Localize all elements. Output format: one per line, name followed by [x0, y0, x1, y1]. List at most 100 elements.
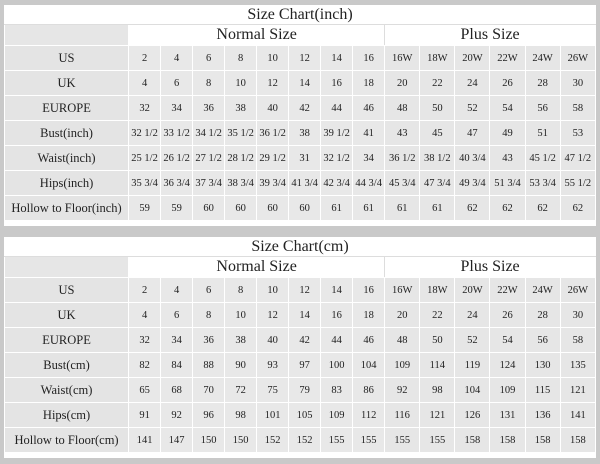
table-cell: 36 3/4	[160, 170, 194, 196]
table-cell: 39 1/2	[320, 120, 354, 146]
table-cell: 92	[160, 402, 194, 428]
table-cell: 150	[224, 427, 258, 453]
table-cell: 59	[128, 195, 162, 221]
table-cell: 38	[224, 95, 258, 121]
table-cell: 26W	[559, 277, 597, 303]
table-cell: 50	[419, 327, 456, 353]
table-cell: 61	[352, 195, 386, 221]
table-row: Bust(inch) 32 1/2 33 1/2 34 1/2 35 1/2 36 1/2…	[3, 120, 597, 146]
table-cell: 24W	[524, 45, 561, 71]
table-cell: 46	[352, 95, 386, 121]
table-cell: 12	[256, 302, 290, 328]
table-cell: 8	[192, 70, 226, 96]
table-cell: 47	[454, 120, 491, 146]
table-cell: 42	[288, 327, 322, 353]
row-label: UK	[3, 70, 130, 96]
table-cell: 109	[384, 352, 421, 378]
table-cell: 24	[454, 70, 491, 96]
row-label: Waist(cm)	[3, 377, 130, 403]
table-cell: 28 1/2	[224, 145, 258, 171]
table-cell: 155	[384, 427, 421, 453]
row-label: Bust(cm)	[3, 352, 130, 378]
table-cell: 155	[320, 427, 354, 453]
table-cell: 82	[128, 352, 162, 378]
table-cell: 47 3/4	[419, 170, 456, 196]
table-cell: 98	[419, 377, 456, 403]
table-cell: 158	[524, 427, 561, 453]
size-table: Size Chart(cm) Normal Size Plus Size US 2 4 6 8…	[3, 237, 597, 453]
table-cell: 28	[524, 70, 561, 96]
plus-size-header: Plus Size	[384, 256, 596, 278]
table-cell: 58	[559, 95, 597, 121]
table-cell: 55 1/2	[559, 170, 597, 196]
table-cell: 53	[559, 120, 597, 146]
table-cell: 100	[320, 352, 354, 378]
table-cell: 124	[489, 352, 526, 378]
chart-title: Size Chart(inch)	[4, 5, 596, 25]
table-cell: 84	[160, 352, 194, 378]
table-cell: 45	[419, 120, 456, 146]
table-cell: 152	[288, 427, 322, 453]
table-cell: 119	[454, 352, 491, 378]
table-row: UK 4 6 8 10 12 14 16 18 20 22 24 26 28 30	[3, 302, 597, 328]
table-cell: 16W	[384, 277, 421, 303]
table-cell: 152	[256, 427, 290, 453]
table-cell: 62	[559, 195, 597, 221]
table-cell: 43	[384, 120, 421, 146]
table-cell: 29 1/2	[256, 145, 290, 171]
table-cell: 105	[288, 402, 322, 428]
table-cell: 14	[320, 45, 354, 71]
table-cell: 52	[454, 327, 491, 353]
table-cell: 61	[419, 195, 456, 221]
group-header-row: Normal Size Plus Size	[3, 256, 596, 278]
table-cell: 54	[489, 327, 526, 353]
table-cell: 104	[454, 377, 491, 403]
table-cell: 34 1/2	[192, 120, 226, 146]
table-cell: 88	[192, 352, 226, 378]
table-cell: 155	[352, 427, 386, 453]
normal-size-header: Normal Size	[128, 256, 386, 278]
table-row: Hollow to Floor(inch) 59 59 60 60 60 60 61 61 61 6…	[3, 195, 597, 221]
table-cell: 10	[256, 45, 290, 71]
table-cell: 58	[559, 327, 597, 353]
table-cell: 16	[320, 302, 354, 328]
table-cell: 16	[352, 45, 386, 71]
table-cell: 10	[224, 302, 258, 328]
row-label: EUROPE	[3, 327, 130, 353]
group-header-row: Normal Size Plus Size	[3, 24, 596, 46]
table-cell: 158	[559, 427, 597, 453]
table-cell: 38	[224, 327, 258, 353]
table-cell: 121	[559, 377, 597, 403]
table-cell: 101	[256, 402, 290, 428]
table-cell: 147	[160, 427, 194, 453]
table-cell: 72	[224, 377, 258, 403]
table-cell: 70	[192, 377, 226, 403]
row-label: US	[3, 45, 130, 71]
table-cell: 92	[384, 377, 421, 403]
table-cell: 34	[160, 327, 194, 353]
table-cell: 35 3/4	[128, 170, 162, 196]
table-cell: 59	[160, 195, 194, 221]
table-cell: 18	[352, 70, 386, 96]
row-label: US	[3, 277, 130, 303]
corner-cell	[3, 256, 130, 278]
table-cell: 48	[384, 327, 421, 353]
table-cell: 61	[320, 195, 354, 221]
table-row: US 2 4 6 8 10 12 14 16 16W 18W 20W 22W 24W 26W	[3, 277, 597, 303]
table-cell: 8	[224, 277, 258, 303]
table-cell: 20	[384, 70, 421, 96]
plus-size-header: Plus Size	[384, 24, 596, 46]
size-table: Size Chart(inch) Normal Size Plus Size US 2 4…	[3, 5, 597, 221]
table-row: US 2 4 6 8 10 12 14 16 16W 18W 20W 22W 24W 26W	[3, 45, 597, 71]
table-cell: 65	[128, 377, 162, 403]
table-cell: 50	[419, 95, 456, 121]
title-row: Size Chart(inch)	[4, 5, 596, 25]
table-cell: 6	[160, 302, 194, 328]
table-cell: 41	[352, 120, 386, 146]
table-cell: 48	[384, 95, 421, 121]
table-cell: 26	[489, 70, 526, 96]
table-cell: 51 3/4	[489, 170, 526, 196]
table-cell: 20	[384, 302, 421, 328]
table-cell: 2	[128, 45, 162, 71]
table-cell: 38 3/4	[224, 170, 258, 196]
